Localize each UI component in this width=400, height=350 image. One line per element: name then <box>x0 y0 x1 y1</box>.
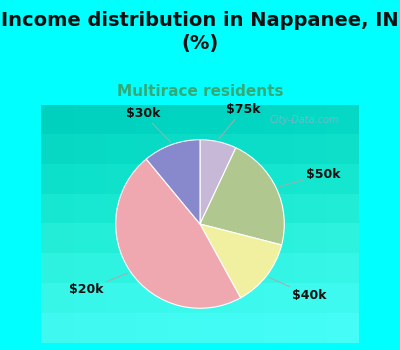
Wedge shape <box>146 140 200 224</box>
Text: City-Data.com: City-Data.com <box>270 115 339 125</box>
Text: $75k: $75k <box>219 103 260 139</box>
Text: $50k: $50k <box>279 168 340 187</box>
Text: Income distribution in Nappanee, IN
(%): Income distribution in Nappanee, IN (%) <box>1 10 399 53</box>
Wedge shape <box>116 159 241 308</box>
Text: $20k: $20k <box>69 273 128 296</box>
Wedge shape <box>200 140 236 224</box>
Wedge shape <box>200 224 282 298</box>
Wedge shape <box>200 148 284 245</box>
Text: Multirace residents: Multirace residents <box>117 84 283 99</box>
Text: $30k: $30k <box>126 107 170 142</box>
Text: $40k: $40k <box>269 278 327 302</box>
